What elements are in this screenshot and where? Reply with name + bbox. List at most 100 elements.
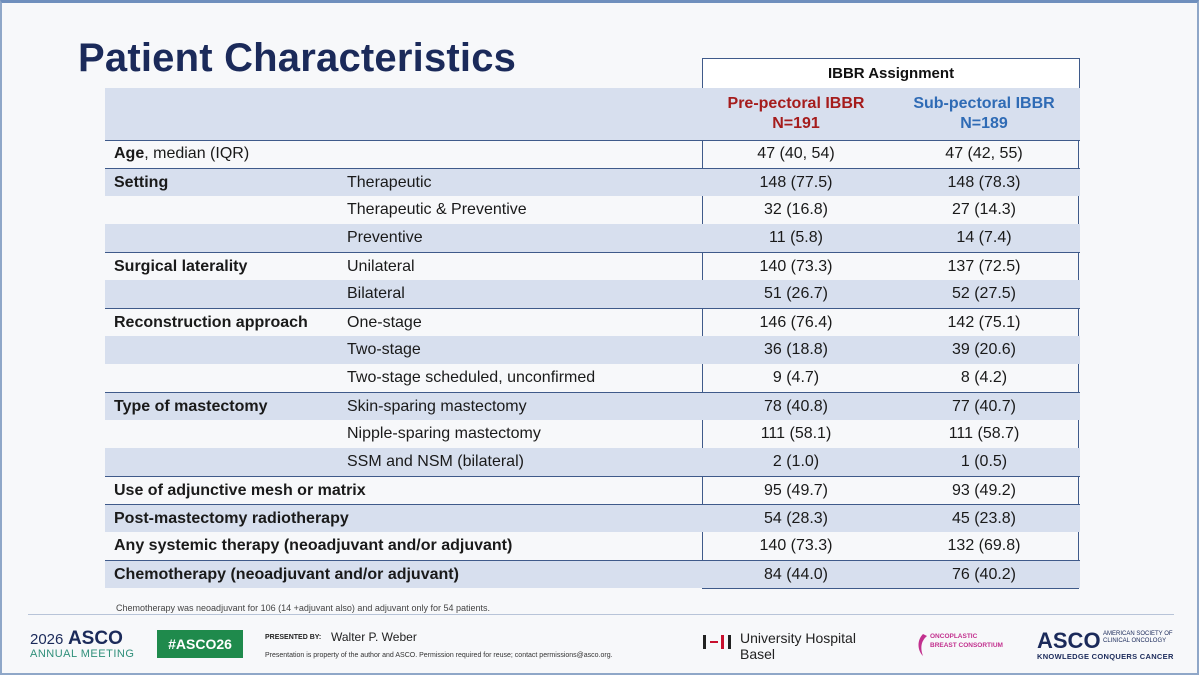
presented-by-label: PRESENTED BY: xyxy=(265,634,322,641)
row-label: Chemotherapy (neoadjuvant and/or adjuvan… xyxy=(114,566,459,583)
row-category: Preventive xyxy=(347,229,423,246)
row-category: Skin-sparing mastectomy xyxy=(347,398,527,415)
row-category: Unilateral xyxy=(347,258,415,275)
asco-society-line-2: CLINICAL ONCOLOGY xyxy=(1103,638,1167,644)
sub-pectoral-value: 77 (40.7) xyxy=(951,398,1017,415)
sub-pectoral-value: 93 (49.2) xyxy=(951,482,1017,499)
presenter-name: Walter P. Weber xyxy=(331,630,417,644)
sub-pectoral-value: 76 (40.2) xyxy=(951,566,1017,583)
slide-title: Patient Characteristics xyxy=(78,36,517,80)
pre-pectoral-value: 140 (73.3) xyxy=(759,537,833,554)
row-label: Surgical laterality xyxy=(114,258,248,275)
sub-pectoral-value: 52 (27.5) xyxy=(951,285,1017,302)
copyright-disclaimer: Presentation is property of the author a… xyxy=(265,652,613,659)
row-label: Age, median (IQR) xyxy=(114,140,249,168)
table-row: Preventive 11 (5.8) 14 (7.4) xyxy=(105,224,1080,252)
table-row: Bilateral 51 (26.7) 52 (27.5) xyxy=(105,280,1080,308)
row-category: SSM and NSM (bilateral) xyxy=(347,453,524,470)
pre-pectoral-value: 148 (77.5) xyxy=(759,174,833,191)
row-category: Therapeutic & Preventive xyxy=(347,201,527,218)
pre-pectoral-value: 51 (26.7) xyxy=(763,285,829,302)
pre-pectoral-value: 111 (58.1) xyxy=(760,425,832,442)
footer-divider xyxy=(28,614,1174,615)
sub-pectoral-value: 47 (42, 55) xyxy=(945,145,1023,162)
table-row: Surgical laterality Unilateral 140 (73.3) 1… xyxy=(105,252,1080,280)
pre-pectoral-value: 9 (4.7) xyxy=(772,369,820,386)
table-bottom-rule xyxy=(702,588,1079,589)
table-body: Age, median (IQR) 47 (40, 54) 47 (42, 55) S… xyxy=(105,140,1080,589)
pre-pectoral-n: N=191 xyxy=(772,115,820,132)
table-row: Post-mastectomy radiotherapy 54 (28.3) 45 … xyxy=(105,504,1080,532)
sub-pectoral-n: N=189 xyxy=(960,115,1008,132)
pre-pectoral-value: 32 (16.8) xyxy=(763,201,829,218)
footnote: Chemotherapy was neoadjuvant for 106 (14… xyxy=(116,603,490,613)
pre-pectoral-value: 140 (73.3) xyxy=(759,258,833,275)
pre-pectoral-value: 54 (28.3) xyxy=(763,510,829,527)
table-row: Age, median (IQR) 47 (40, 54) 47 (42, 55) xyxy=(105,140,1080,168)
asco-society-name: AMERICAN SOCIETY OF CLINICAL ONCOLOGY xyxy=(1103,631,1173,645)
asco-meeting-year: 2026 xyxy=(30,631,64,648)
row-category: One-stage xyxy=(347,314,422,331)
pre-pectoral-value: 36 (18.8) xyxy=(763,341,829,358)
hospital-name: University Hospital xyxy=(740,630,856,646)
sub-pectoral-value: 8 (4.2) xyxy=(960,369,1008,386)
table-row: Nipple-sparing mastectomy 111 (58.1) 111 (… xyxy=(105,420,1080,448)
sub-pectoral-value: 142 (75.1) xyxy=(947,314,1021,331)
sub-pectoral-title: Sub-pectoral IBBR xyxy=(913,95,1055,112)
breast-consortium-icon xyxy=(915,632,931,663)
age-label: Age xyxy=(114,145,145,162)
column-divider xyxy=(702,140,703,588)
row-category: Two-stage scheduled, unconfirmed xyxy=(347,369,596,386)
row-label: Setting xyxy=(114,174,169,191)
pre-pectoral-value: 11 (5.8) xyxy=(769,229,823,246)
asco-meeting-logo: 2026 ASCO xyxy=(30,628,123,650)
pre-pectoral-value: 47 (40, 54) xyxy=(757,145,835,162)
sub-pectoral-value: 14 (7.4) xyxy=(956,229,1012,246)
table-row: Two-stage scheduled, unconfirmed 9 (4.7) 8… xyxy=(105,364,1080,392)
row-label: Post-mastectomy radiotherapy xyxy=(114,510,349,527)
table-right-edge xyxy=(1078,140,1079,588)
row-category: Nipple-sparing mastectomy xyxy=(347,425,541,442)
university-hospital-logo-icon xyxy=(703,630,735,659)
pre-pectoral-title: Pre-pectoral IBBR xyxy=(727,95,865,112)
row-category: Two-stage xyxy=(347,341,421,358)
pre-pectoral-value: 146 (76.4) xyxy=(759,314,833,331)
asco-society-logo: ASCO xyxy=(1037,628,1101,653)
consortium-line-2: BREAST CONSORTIUM xyxy=(930,642,1003,649)
sub-pectoral-value: 148 (78.3) xyxy=(947,174,1021,191)
pre-pectoral-value: 2 (1.0) xyxy=(772,453,820,470)
table-row: Therapeutic & Preventive 32 (16.8) 27 (14.… xyxy=(105,196,1080,224)
sub-pectoral-value: 45 (23.8) xyxy=(951,510,1017,527)
table-row: Type of mastectomy Skin-sparing mastectom… xyxy=(105,392,1080,420)
age-label-detail: , median (IQR) xyxy=(144,145,250,162)
row-label: Any systemic therapy (neoadjuvant and/or… xyxy=(114,537,513,554)
row-category: Therapeutic xyxy=(347,174,432,191)
row-category: Bilateral xyxy=(347,285,405,302)
sub-pectoral-value: 27 (14.3) xyxy=(951,201,1017,218)
table-row: Any systemic therapy (neoadjuvant and/or… xyxy=(105,532,1080,560)
pre-pectoral-value: 84 (44.0) xyxy=(763,566,829,583)
hashtag-badge: #ASCO26 xyxy=(157,630,243,658)
pre-pectoral-value: 95 (49.7) xyxy=(763,482,829,499)
pre-pectoral-header: Pre-pectoral IBBR N=191 xyxy=(702,94,890,134)
sub-pectoral-value: 137 (72.5) xyxy=(947,258,1021,275)
asco-society-line-1: AMERICAN SOCIETY OF xyxy=(1103,631,1173,637)
row-label: Reconstruction approach xyxy=(114,314,308,331)
table-row: Reconstruction approach One-stage 146 (76.… xyxy=(105,308,1080,336)
asco-annual-meeting-label: ANNUAL MEETING xyxy=(30,648,135,660)
consortium-line-1: ONCOPLASTIC xyxy=(930,633,978,640)
pre-pectoral-value: 78 (40.8) xyxy=(763,398,829,415)
sub-pectoral-value: 39 (20.6) xyxy=(951,341,1017,358)
sub-pectoral-value: 111 (58.7) xyxy=(948,425,1020,442)
table-row: Use of adjunctive mesh or matrix 95 (49.7… xyxy=(105,476,1080,504)
table-row: SSM and NSM (bilateral) 2 (1.0) 1 (0.5) xyxy=(105,448,1080,476)
sub-pectoral-value: 132 (69.8) xyxy=(947,537,1021,554)
sub-pectoral-value: 1 (0.5) xyxy=(960,453,1008,470)
row-label: Type of mastectomy xyxy=(114,398,268,415)
ibbr-assignment-header: IBBR Assignment xyxy=(702,58,1080,90)
sub-pectoral-header: Sub-pectoral IBBR N=189 xyxy=(890,94,1078,134)
asco-tagline: KNOWLEDGE CONQUERS CANCER xyxy=(1037,652,1174,661)
asco-meeting-word: ASCO xyxy=(67,628,123,649)
row-label: Use of adjunctive mesh or matrix xyxy=(114,482,366,499)
column-header-band xyxy=(105,88,1080,141)
